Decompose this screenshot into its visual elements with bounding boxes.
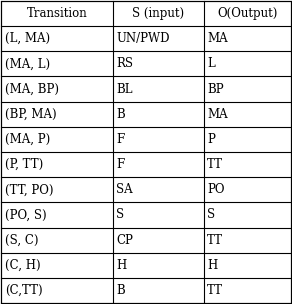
Text: TT: TT [207,234,223,247]
Text: Transition: Transition [27,7,88,20]
Text: S: S [116,209,124,221]
Text: L: L [207,57,215,70]
Text: B: B [116,108,125,121]
Text: UN/PWD: UN/PWD [116,32,170,45]
Text: CP: CP [116,234,133,247]
Text: H: H [116,259,126,272]
Text: (MA, P): (MA, P) [5,133,50,146]
Text: SA: SA [116,183,133,196]
Text: (MA, BP): (MA, BP) [5,83,59,95]
Text: BP: BP [207,83,224,95]
Text: RS: RS [116,57,133,70]
Text: (P, TT): (P, TT) [5,158,43,171]
Text: (TT, PO): (TT, PO) [5,183,53,196]
Text: (C, H): (C, H) [5,259,41,272]
Text: S: S [207,209,215,221]
Text: (C,TT): (C,TT) [5,284,43,297]
Text: S (input): S (input) [132,7,184,20]
Text: F: F [116,133,124,146]
Text: B: B [116,284,125,297]
Text: BL: BL [116,83,133,95]
Text: H: H [207,259,218,272]
Text: TT: TT [207,284,223,297]
Text: MA: MA [207,108,228,121]
Text: (S, C): (S, C) [5,234,39,247]
Text: MA: MA [207,32,228,45]
Text: (L, MA): (L, MA) [5,32,50,45]
Text: (BP, MA): (BP, MA) [5,108,57,121]
Text: O(Output): O(Output) [217,7,277,20]
Text: PO: PO [207,183,225,196]
Text: (MA, L): (MA, L) [5,57,50,70]
Text: P: P [207,133,215,146]
Text: F: F [116,158,124,171]
Text: TT: TT [207,158,223,171]
Text: (PO, S): (PO, S) [5,209,47,221]
